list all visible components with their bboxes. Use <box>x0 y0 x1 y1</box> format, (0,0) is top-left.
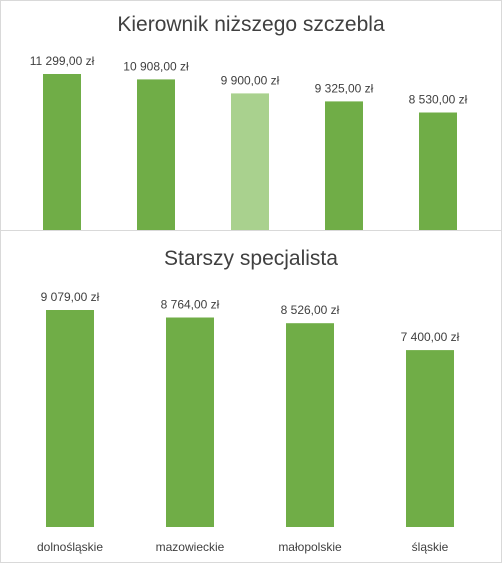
bar <box>231 93 269 232</box>
data-label: 7 400,00 zł <box>401 330 460 344</box>
data-label: 8 764,00 zł <box>161 298 220 312</box>
chart-title: Kierownik niższego szczebla <box>117 13 385 36</box>
data-label: 9 900,00 zł <box>221 73 280 87</box>
category-label: śląskie <box>412 540 449 554</box>
chart-title: Starszy specjalista <box>164 247 338 270</box>
data-label: 11 299,00 zł <box>30 54 95 68</box>
bar <box>286 323 334 527</box>
data-label: 9 079,00 zł <box>41 290 100 304</box>
bar <box>166 317 214 527</box>
data-label: 10 908,00 zł <box>123 59 189 73</box>
bar <box>46 310 94 527</box>
category-label: mazowieckie <box>156 540 225 554</box>
chart-panel-kierownik: Kierownik niższego szczebla 11 299,00 zł… <box>0 0 502 232</box>
category-label: dolnośląskie <box>37 540 103 554</box>
bar <box>137 79 175 232</box>
data-label: 9 325,00 zł <box>315 81 374 95</box>
bar <box>419 112 457 231</box>
bar-chart-starszy-specjalista: 9 079,00 zł dolnośląskie 8 764,00 zł mazowi… <box>37 290 460 554</box>
bar-chart-kierownik: 11 299,00 zł 10 908,00 zł 9 900,00 zł 9 325… <box>30 54 468 232</box>
chart-panel-starszy-specjalista: Starszy specjalista 9 079,00 zł dolnośląs… <box>0 230 502 563</box>
data-label: 8 530,00 zł <box>409 93 468 107</box>
category-label: małopolskie <box>278 540 342 554</box>
bar <box>43 74 81 231</box>
bar <box>406 350 454 527</box>
bar <box>325 101 363 232</box>
data-label: 8 526,00 zł <box>281 303 340 317</box>
